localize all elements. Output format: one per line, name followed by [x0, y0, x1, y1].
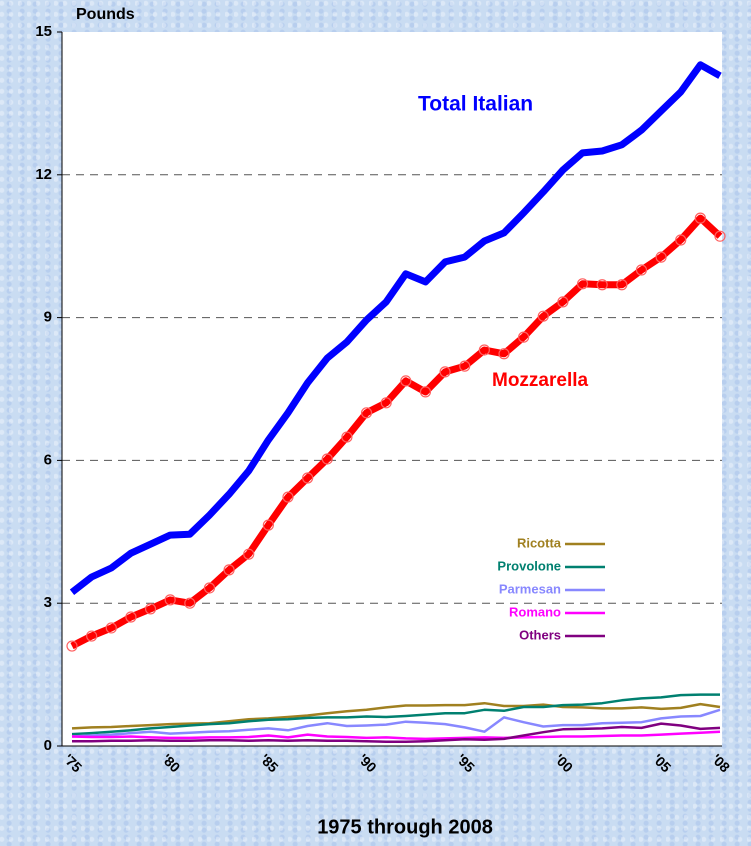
- y-tick-label: 12: [35, 166, 52, 183]
- marker: [694, 212, 706, 224]
- x-tick-label: '95: [453, 751, 478, 776]
- series-line: [71, 693, 720, 736]
- marker: [302, 472, 314, 484]
- marker: [400, 375, 412, 387]
- x-axis-label: 1975 through 2008: [317, 816, 493, 838]
- marker: [144, 603, 157, 615]
- legend-label: Ricotta: [517, 535, 562, 550]
- marker: [243, 548, 255, 560]
- x-tick-label: '08: [709, 751, 734, 776]
- x-tick-label: '85: [257, 751, 282, 776]
- y-axis-label: Pounds: [76, 6, 135, 23]
- marker: [635, 264, 648, 276]
- marker: [537, 310, 549, 322]
- legend-label: Romano: [509, 604, 561, 619]
- series-line: [71, 701, 721, 730]
- legend-label: Provolone: [497, 558, 561, 573]
- y-tick-label: 15: [35, 23, 52, 40]
- marker: [478, 344, 490, 356]
- series-line: [71, 730, 721, 741]
- y-tick-label: 6: [44, 451, 52, 468]
- marker: [439, 366, 451, 378]
- marker: [125, 611, 137, 623]
- x-tick-label: '05: [650, 751, 675, 776]
- x-tick-label: '00: [551, 751, 576, 776]
- marker: [714, 230, 726, 242]
- marker: [675, 234, 687, 246]
- marker: [419, 386, 432, 398]
- series-line: [69, 61, 722, 596]
- mozzarella-label: Mozzarella: [492, 370, 589, 391]
- y-tick-label: 0: [44, 737, 52, 754]
- marker: [66, 640, 78, 652]
- marker: [498, 348, 510, 360]
- marker: [86, 630, 98, 642]
- marker: [596, 279, 608, 291]
- x-tick-label: '75: [61, 751, 86, 776]
- marker: [203, 582, 216, 594]
- marker: [380, 397, 392, 409]
- marker: [576, 278, 589, 290]
- marker: [459, 360, 471, 372]
- total-italian-label: Total Italian: [418, 93, 533, 116]
- legend-label: Parmesan: [499, 581, 561, 596]
- marker: [223, 564, 235, 576]
- x-tick-label: '90: [355, 751, 380, 776]
- x-tick-label: '80: [159, 751, 184, 776]
- plot-area: [62, 32, 722, 746]
- y-tick-label: 9: [44, 309, 52, 326]
- marker: [518, 331, 530, 343]
- series-line: [71, 708, 721, 738]
- marker: [557, 296, 569, 308]
- marker: [262, 519, 274, 531]
- marker: [616, 279, 628, 291]
- marker: [184, 597, 196, 609]
- series-line: [70, 214, 723, 650]
- marker: [321, 453, 333, 465]
- series-line: [72, 722, 721, 743]
- y-tick-label: 3: [44, 594, 52, 611]
- marker: [341, 431, 353, 443]
- marker: [360, 407, 373, 419]
- marker: [282, 491, 294, 503]
- marker: [105, 622, 117, 634]
- legend-label: Others: [519, 627, 561, 642]
- marker: [164, 594, 176, 606]
- marker: [655, 251, 667, 263]
